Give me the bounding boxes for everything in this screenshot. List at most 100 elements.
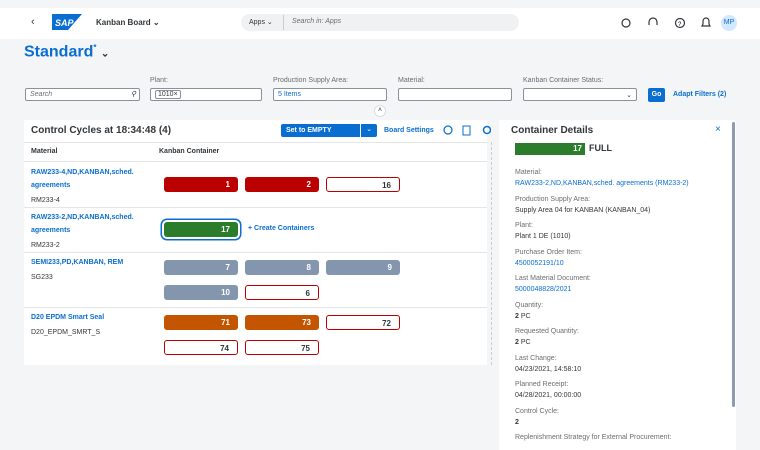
board-icons — [443, 125, 491, 136]
field-label: Production Supply Area: — [515, 195, 591, 203]
filter-search[interactable]: Search ⚲ — [25, 88, 140, 101]
material-link[interactable]: RAW233-4,ND,KANBAN,sched. agreements — [31, 169, 134, 189]
kanban-container[interactable]: 71 — [164, 314, 238, 330]
app-title[interactable]: Kanban Board ⌄ — [96, 18, 160, 27]
token[interactable]: 1010× — [155, 90, 181, 99]
field-label: Purchase Order Item: — [515, 248, 582, 256]
field-value: 2 — [515, 419, 519, 426]
kanban-container[interactable]: 73 — [245, 314, 319, 330]
field-value[interactable]: 5000048828/2021 — [515, 286, 571, 293]
material-link[interactable]: RAW233-2,ND,KANBAN,sched. agreements — [31, 214, 134, 234]
kanban-container[interactable]: 1 — [164, 177, 238, 192]
field-value-text: 4500052191/10 — [515, 259, 564, 267]
field-value-text: 2 — [515, 418, 519, 426]
field-unit: PC — [520, 339, 531, 346]
material-link[interactable]: D20 EPDM Smart Seal — [31, 314, 105, 321]
filter-label: Production Supply Area: — [273, 77, 349, 84]
kanban-container[interactable]: 74 — [164, 339, 238, 355]
filter-supply-area[interactable]: 5 Items — [273, 88, 387, 101]
shell-icons: ? — [621, 17, 711, 29]
variant[interactable]: Standard* ⌄ — [24, 43, 110, 61]
filter-plant[interactable]: 1010× — [150, 88, 262, 101]
field-value[interactable]: 4500052191/10 — [515, 260, 564, 267]
adapt-filters[interactable]: Adapt Filters (2) — [673, 91, 727, 98]
field-label: Requested Quantity: — [515, 328, 579, 335]
field-value[interactable]: RAW233-2,ND,KANBAN,sched. agreements (RM… — [515, 180, 689, 187]
field-value-text: 5000048828/2021 — [515, 286, 572, 293]
field-value-text: 04/23/2021, 14:58:10 — [515, 365, 582, 373]
create-containers[interactable]: + Create Containers — [248, 225, 315, 232]
details-title: Container Details — [511, 125, 594, 136]
field-label: Planned Receipt: — [515, 381, 569, 388]
status-label: FULL — [589, 143, 612, 153]
filter-material[interactable] — [398, 88, 512, 101]
kanban-container[interactable]: 6 — [245, 284, 319, 300]
back-button[interactable]: ‹ — [31, 16, 35, 28]
search-bar[interactable] — [241, 14, 519, 31]
filter-label: Material: — [398, 77, 425, 84]
kanban-container[interactable]: 16 — [326, 177, 400, 192]
separator — [283, 15, 284, 30]
app-title-text: Kanban Board — [96, 18, 151, 27]
action-menu[interactable]: ⌄ — [361, 124, 377, 137]
scrollbar[interactable] — [732, 122, 735, 407]
divider — [24, 142, 487, 143]
close-button[interactable]: × — [715, 124, 721, 135]
kanban-container[interactable]: 2 — [245, 177, 319, 192]
material-id: RM233-4 — [31, 197, 60, 204]
search-input[interactable]: Search in: Apps — [292, 18, 342, 25]
kanban-container[interactable]: 17 — [164, 222, 238, 237]
details-panel — [499, 120, 736, 450]
avatar[interactable]: MP — [721, 15, 737, 31]
material-id: SG233 — [31, 274, 53, 281]
material-id: D20_EPDM_SMRT_S — [31, 329, 101, 336]
status-count: 17 — [515, 143, 585, 155]
divider — [24, 207, 487, 208]
svg-text:?: ? — [678, 22, 682, 28]
kanban-container[interactable]: 9 — [326, 259, 400, 275]
field-value: 2 PC — [515, 313, 531, 320]
filter-label: Kanban Container Status: — [523, 77, 604, 84]
field-label: Material: — [515, 169, 542, 176]
divider — [24, 307, 487, 308]
field-value-text: 2 — [515, 312, 519, 320]
field-label: Replenishment Strategy for External Proc… — [515, 434, 672, 441]
field-label: Last Material Document: — [515, 275, 591, 282]
divider — [24, 252, 487, 253]
column-header: Material — [31, 148, 58, 155]
set-empty-button[interactable]: Set to EMPTY — [281, 124, 360, 137]
kanban-container[interactable]: 10 — [164, 284, 238, 300]
collapse-button[interactable]: ˄ — [374, 105, 386, 117]
column-header: Kanban Container — [159, 148, 220, 155]
field-value: 2 PC — [515, 339, 531, 346]
board-settings[interactable]: Board Settings — [384, 127, 434, 134]
splitter — [491, 142, 492, 365]
search-scope[interactable]: Apps ⌄ — [249, 19, 273, 26]
search-scope-text: Apps — [249, 19, 265, 26]
sap-logo: SAP — [52, 14, 82, 30]
kanban-container[interactable]: 72 — [326, 314, 400, 330]
filter-status[interactable]: ⌄ — [523, 88, 637, 101]
go-button[interactable]: Go — [648, 88, 665, 102]
filter-label: Plant: — [150, 77, 168, 84]
divider — [24, 161, 487, 162]
material-link[interactable]: SEMI233,PD,KANBAN, REM — [31, 259, 124, 266]
field-value: 04/23/2021, 14:58:10 — [515, 366, 581, 373]
field-value-text: Supply Area 04 for KANBAN (KANBAN_04) — [515, 206, 651, 214]
field-value-text: Plant 1 DE (1010) — [515, 233, 571, 240]
field-value-text: RAW233-2,ND,KANBAN,sched. agreements (RM… — [515, 180, 689, 187]
kanban-container[interactable]: 75 — [245, 339, 319, 355]
kanban-container[interactable]: 8 — [245, 259, 319, 275]
field-value: 04/28/2021, 00:00:00 — [515, 392, 581, 399]
kanban-container[interactable]: 7 — [164, 259, 238, 275]
field-value: Plant 1 DE (1010) — [515, 233, 571, 240]
field-label: Control Cycle: — [515, 407, 559, 415]
field-label: Plant: — [515, 222, 533, 229]
search-placeholder: Search — [30, 91, 53, 98]
field-value-text: 2 — [515, 339, 519, 346]
token-text: 1010 — [158, 91, 174, 98]
board-title: Control Cycles at 18:34:48 (4) — [31, 125, 172, 136]
field-unit: PC — [520, 312, 531, 320]
variant-modified: * — [93, 43, 97, 52]
